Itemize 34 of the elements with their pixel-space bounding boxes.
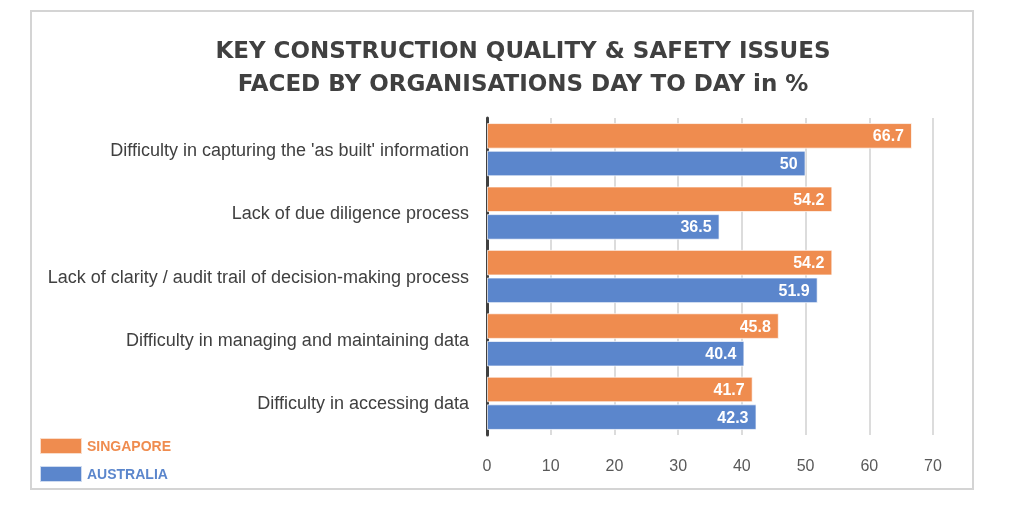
x-tick-label: 70	[924, 456, 942, 474]
y-tick-label: Difficulty in accessing data	[257, 393, 470, 414]
bar	[487, 214, 720, 240]
x-tick-label: 0	[482, 456, 492, 474]
x-tick-label: 40	[732, 456, 751, 474]
data-label: 40.4	[705, 345, 737, 363]
data-label: 45.8	[739, 317, 771, 335]
bar	[487, 123, 912, 149]
bar	[487, 313, 779, 339]
y-tick-label: Difficulty in capturing the 'as built' information	[110, 139, 469, 160]
data-label: 50	[779, 155, 798, 173]
bar	[487, 340, 745, 367]
data-label: 42.3	[717, 408, 749, 426]
y-tick-label: Lack of due diligence process	[231, 203, 469, 224]
data-label: 54.2	[793, 254, 825, 272]
data-label: 36.5	[680, 218, 712, 236]
bar	[487, 186, 833, 213]
legend-label: SINGAPORE	[87, 438, 172, 454]
x-tick-label: 30	[669, 456, 688, 474]
x-tick-label: 50	[796, 456, 815, 474]
bar	[487, 150, 806, 177]
data-label: 54.2	[793, 190, 825, 208]
legend-label: AUSTRALIA	[87, 466, 168, 482]
bar	[487, 404, 757, 430]
data-label: 41.7	[713, 380, 745, 398]
x-tick-label: 60	[860, 456, 879, 474]
chart-title: KEY CONSTRUCTION QUALITY & SAFETY ISSUES FACED BY ORGANISATIONS DAY TO DAY in %	[215, 36, 831, 96]
bar	[487, 376, 753, 403]
x-tick-label: 20	[605, 456, 624, 474]
y-tick-label: Difficulty in managing and maintaining data	[126, 329, 470, 350]
data-label: 66.7	[872, 127, 905, 145]
x-tick-label: 10	[541, 456, 560, 474]
y-tick-label: Lack of clarity / audit trail of decision-making process	[47, 266, 469, 287]
data-label: 51.9	[778, 281, 810, 299]
